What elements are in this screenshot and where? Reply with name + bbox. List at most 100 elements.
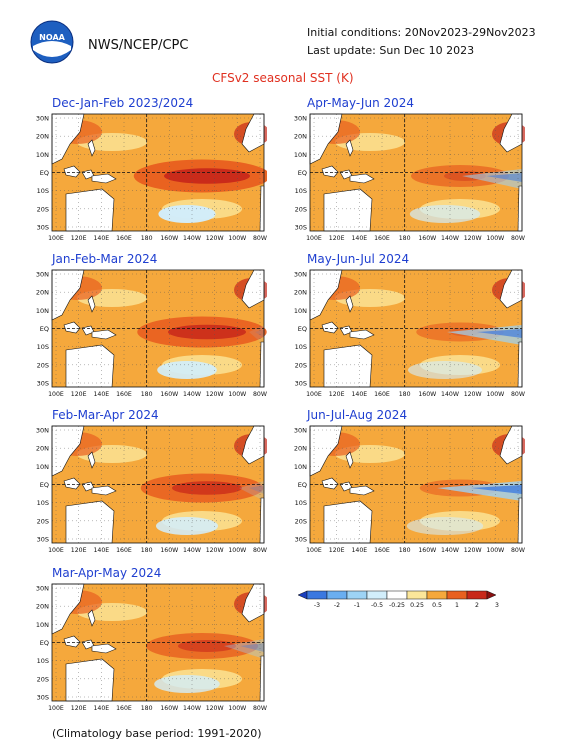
page-title: CFSv2 seasonal SST (K) (212, 71, 354, 85)
colorbar-arrow-low (298, 590, 308, 600)
lon-tick-label: 120E (71, 705, 87, 712)
lat-tick-label: 20S (37, 517, 49, 525)
lat-tick-label: 20S (37, 675, 49, 683)
lon-tick-label: 140E (93, 705, 109, 712)
lon-tick-label: 100E (306, 547, 322, 554)
lon-tick-label: 80W (253, 547, 267, 554)
lat-tick-label: EQ (40, 481, 49, 489)
lat-tick-label: EQ (40, 639, 49, 647)
lon-tick-label: 160W (418, 235, 436, 242)
lon-tick-label: 160W (418, 547, 436, 554)
panel-title-jfm: Jan-Feb-Mar 2024 (52, 252, 158, 266)
lon-tick-label: 120W (464, 547, 482, 554)
last-update: Last update: Sun Dec 10 2023 (307, 44, 475, 57)
lat-tick-label: EQ (298, 169, 307, 177)
lon-tick-label: 160W (160, 235, 178, 242)
lon-tick-label: 100E (306, 235, 322, 242)
lon-tick-label: 140E (351, 547, 367, 554)
lon-tick-label: 80W (511, 235, 525, 242)
lat-tick-label: 10N (294, 463, 307, 471)
colorbar-label: -3 (314, 602, 320, 609)
noaa-logo: NOAA (30, 20, 74, 64)
lon-tick-label: 180 (141, 391, 153, 398)
lat-tick-label: 30S (295, 224, 307, 232)
sst-map-djf: 30N 20N 10N EQ 10S 20S 30S 100E 120E 140E 160E 180 1… (36, 113, 267, 242)
lon-tick-label: 180 (399, 391, 411, 398)
lon-tick-label: 100E (48, 235, 64, 242)
colorbar-label: -0.25 (389, 602, 405, 609)
lon-tick-label: 100W (486, 235, 504, 242)
lon-tick-label: 160W (160, 547, 178, 554)
colorbar-arrow-high (486, 590, 497, 600)
colorbar-swatch (346, 590, 368, 600)
lon-tick-label: 160E (116, 705, 132, 712)
lon-tick-label: 140W (441, 547, 459, 554)
logo-text: NOAA (39, 33, 65, 42)
lon-tick-label: 180 (141, 705, 153, 712)
lat-tick-label: 30N (294, 427, 307, 435)
lon-tick-label: 80W (253, 235, 267, 242)
lon-tick-label: 160W (160, 705, 178, 712)
lat-tick-label: EQ (40, 325, 49, 333)
lat-tick-label: 10S (37, 499, 49, 507)
lon-tick-label: 120E (71, 547, 87, 554)
colorbar-swatch (366, 590, 388, 600)
lat-tick-label: 30N (36, 115, 49, 123)
lat-tick-label: 10S (295, 343, 307, 351)
lat-tick-label: 20S (295, 361, 307, 369)
lon-tick-label: 80W (511, 391, 525, 398)
colorbar-swatch (466, 590, 488, 600)
lat-tick-label: 20N (36, 289, 49, 297)
sst-map-jfm: 30N 20N 10N EQ 10S 20S 30S 100E 120E 140E 160E 180 1… (36, 269, 267, 398)
lon-tick-label: 160E (374, 235, 390, 242)
lon-tick-label: 140E (351, 235, 367, 242)
sst-map-mam: 30N 20N 10N EQ 10S 20S 30S 100E 120E 140E 160E 180 1… (36, 583, 267, 712)
colorbar-swatch (306, 590, 328, 600)
lat-tick-label: 10N (294, 307, 307, 315)
lat-tick-label: 20S (37, 361, 49, 369)
sst-map-jja: 30N 20N 10N EQ 10S 20S 30S 100E 120E 140E 160E 180 1… (294, 425, 525, 554)
panel-title-mjj: May-Jun-Jul 2024 (307, 252, 410, 266)
lon-tick-label: 120E (71, 391, 87, 398)
lon-tick-label: 120E (329, 547, 345, 554)
lat-tick-label: 30S (37, 380, 49, 388)
sst-map-fma: 30N 20N 10N EQ 10S 20S 30S 100E 120E 140E 160E 180 1… (36, 425, 267, 554)
organization-label: NWS/NCEP/CPC (88, 38, 189, 53)
lat-tick-label: 20S (295, 517, 307, 525)
colorbar-label: 0.5 (432, 602, 442, 609)
lat-tick-label: 30S (37, 224, 49, 232)
lon-tick-label: 100E (306, 391, 322, 398)
lon-tick-label: 120E (71, 235, 87, 242)
colorbar-label: 3 (495, 602, 499, 609)
lat-tick-label: 20N (294, 289, 307, 297)
lon-tick-label: 160E (374, 391, 390, 398)
panel-title-fma: Feb-Mar-Apr 2024 (52, 408, 159, 422)
lat-tick-label: 20S (295, 205, 307, 213)
lon-tick-label: 80W (253, 705, 267, 712)
lon-tick-label: 120W (206, 547, 224, 554)
lon-tick-label: 120E (329, 235, 345, 242)
lon-tick-label: 120W (206, 391, 224, 398)
lon-tick-label: 180 (399, 235, 411, 242)
lon-tick-label: 120W (206, 235, 224, 242)
lon-tick-label: 140E (93, 547, 109, 554)
lon-tick-label: 100E (48, 391, 64, 398)
lat-tick-label: 20N (36, 445, 49, 453)
lat-tick-label: 10S (37, 343, 49, 351)
lon-tick-label: 180 (141, 235, 153, 242)
lon-tick-label: 100W (228, 705, 246, 712)
colorbar-label: -1 (354, 602, 360, 609)
lon-tick-label: 180 (399, 547, 411, 554)
lon-tick-label: 140E (93, 391, 109, 398)
colorbar-swatch (326, 590, 348, 600)
lat-tick-label: 30N (294, 115, 307, 123)
lat-tick-label: 30S (37, 536, 49, 544)
lat-tick-label: 10S (295, 187, 307, 195)
lat-tick-label: 30S (37, 694, 49, 702)
lon-tick-label: 120W (464, 235, 482, 242)
lat-tick-label: 10S (37, 187, 49, 195)
lon-tick-label: 100W (486, 547, 504, 554)
colorbar-label: -0.5 (371, 602, 383, 609)
lat-tick-label: 20N (294, 445, 307, 453)
panel-title-mam: Mar-Apr-May 2024 (52, 566, 162, 580)
